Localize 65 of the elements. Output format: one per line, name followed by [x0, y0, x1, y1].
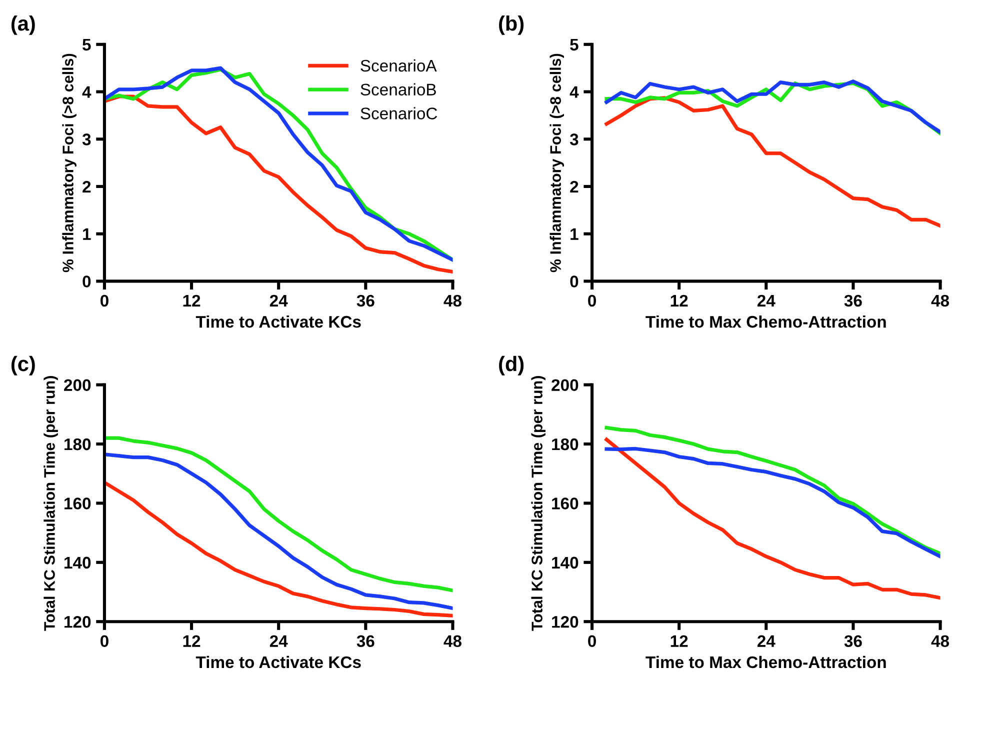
- y-axis-title: % Inflammatory Foci (>8 cells): [550, 54, 564, 272]
- x-axis-title: Time to Activate KCs: [196, 656, 361, 668]
- x-tick-label: 12: [670, 294, 688, 306]
- line-series: [104, 452, 453, 610]
- x-tick-label: 0: [100, 294, 108, 307]
- y-tick-label: 200: [64, 379, 91, 392]
- x-tick-label: 24: [270, 635, 288, 647]
- y-tick-label: 3: [82, 134, 91, 146]
- line-series: [104, 94, 453, 274]
- x-tick-label: 36: [356, 294, 374, 307]
- x-tick-label: 12: [670, 635, 688, 647]
- y-tick-label: 160: [64, 498, 91, 510]
- y-tick-label: 1: [83, 228, 91, 240]
- chart-title: (b): [499, 16, 524, 35]
- line-series: [104, 480, 453, 618]
- x-tick-label: 0: [588, 635, 596, 648]
- legend-label: ScenarioC: [360, 107, 438, 120]
- x-tick-label: 36: [356, 635, 374, 648]
- y-tick-label: 120: [64, 616, 91, 628]
- y-axis-title: Total KC Stimulation Time (per run): [44, 376, 58, 631]
- y-tick-label: 1: [570, 228, 578, 240]
- x-tick-label: 48: [444, 294, 462, 307]
- x-tick-label: 0: [588, 294, 596, 307]
- chart-title: (d): [499, 356, 524, 376]
- y-tick-label: 4: [570, 86, 579, 98]
- y-tick-label: 3: [570, 134, 578, 146]
- x-axis-title: Time to Activate KCs: [196, 315, 361, 328]
- legend-label: ScenarioB: [360, 83, 436, 96]
- x-tick-label: 12: [183, 635, 200, 647]
- line-series: [104, 436, 453, 592]
- y-tick-label: 5: [82, 38, 91, 51]
- x-tick-label: 24: [270, 294, 288, 306]
- y-tick-label: 0: [82, 276, 91, 288]
- y-tick-label: 4: [82, 86, 92, 98]
- y-tick-label: 140: [552, 556, 578, 569]
- x-tick-label: 24: [757, 294, 776, 306]
- chart-title: (c): [11, 356, 35, 376]
- x-tick-label: 24: [757, 635, 776, 647]
- y-axis-title: % Inflammatory Foci (>8 cells): [62, 54, 76, 272]
- y-tick-label: 120: [552, 616, 578, 628]
- x-tick-label: 36: [844, 635, 862, 648]
- line-series: [604, 426, 940, 556]
- chart-title: (a): [11, 16, 35, 35]
- y-tick-label: 5: [570, 38, 578, 51]
- y-tick-label: 200: [552, 379, 578, 392]
- legend-label: ScenarioA: [360, 59, 437, 72]
- y-tick-label: 0: [570, 276, 578, 288]
- x-axis-title: Time to Max Chemo-Attraction: [646, 656, 886, 668]
- x-tick-label: 36: [844, 294, 862, 307]
- line-series: [604, 446, 940, 558]
- line-series: [604, 438, 940, 600]
- x-tick-label: 48: [931, 635, 950, 648]
- y-tick-label: 2: [82, 180, 91, 193]
- x-tick-label: 48: [444, 635, 462, 648]
- x-tick-label: 0: [100, 635, 108, 648]
- y-axis-title: Total KC Stimulation Time (per run): [531, 376, 546, 631]
- x-tick-label: 48: [931, 294, 950, 307]
- x-tick-label: 12: [183, 294, 200, 306]
- line-series: [604, 96, 940, 228]
- y-tick-label: 180: [64, 438, 91, 450]
- x-axis-title: Time to Max Chemo-Attraction: [646, 315, 886, 328]
- y-tick-label: 160: [552, 498, 578, 510]
- y-tick-label: 140: [64, 556, 91, 569]
- y-tick-label: 2: [570, 180, 578, 193]
- y-tick-label: 180: [552, 438, 578, 450]
